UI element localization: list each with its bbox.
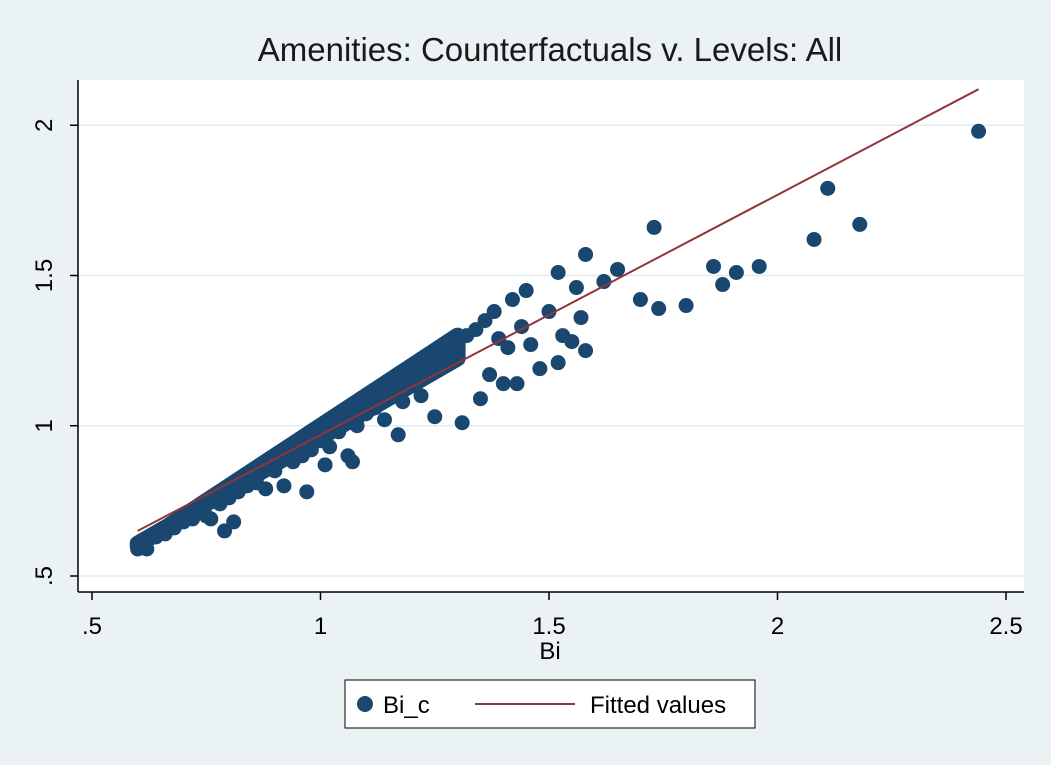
data-point-18 — [258, 481, 274, 497]
data-point-80 — [806, 231, 822, 247]
data-point-62 — [550, 264, 566, 280]
plot-area — [78, 80, 1024, 592]
data-point-19 — [267, 463, 283, 479]
data-point-61 — [541, 304, 557, 320]
data-point-82 — [852, 216, 868, 232]
data-point-41 — [427, 409, 443, 425]
data-point-43 — [440, 346, 456, 362]
data-point-60 — [532, 361, 548, 377]
fit-line — [137, 88, 980, 532]
data-point-76 — [706, 258, 722, 274]
data-point-2 — [139, 541, 155, 557]
data-point-10 — [203, 511, 219, 527]
data-point-74 — [651, 301, 667, 317]
grid-lines — [78, 124, 1024, 577]
data-point-26 — [317, 457, 333, 473]
data-point-39 — [413, 388, 429, 404]
legend: Bi_c Fitted values — [344, 679, 756, 729]
data-point-78 — [728, 264, 744, 280]
data-point-65 — [564, 334, 580, 350]
data-point-55 — [504, 292, 520, 308]
legend-label-points: Bi_c — [383, 692, 430, 719]
data-point-34 — [376, 412, 392, 428]
fit-line-layer — [137, 88, 980, 532]
legend-marker-points — [357, 696, 373, 712]
chart-title: Amenities: Counterfactuals v. Levels: Al… — [258, 31, 843, 68]
data-point-14 — [226, 514, 242, 530]
data-point-28 — [331, 424, 347, 440]
data-point-49 — [477, 313, 493, 329]
y-tick-label-2: 1.5 — [31, 259, 58, 292]
data-point-81 — [820, 180, 836, 196]
data-point-73 — [646, 219, 662, 235]
x-tick-label-0: .5 — [82, 613, 102, 640]
axes: .5 1 1.5 2 2.5 .5 1 1.5 2 — [31, 80, 1024, 640]
data-point-23 — [299, 484, 315, 500]
data-point-71 — [610, 261, 626, 277]
data-point-67 — [573, 310, 589, 326]
data-point-38 — [404, 376, 420, 392]
y-tick-label-3: 2 — [31, 119, 58, 132]
data-point-53 — [495, 376, 511, 392]
x-tick-label-2: 1.5 — [532, 613, 565, 640]
data-point-75 — [678, 298, 694, 314]
data-point-48 — [472, 391, 488, 407]
data-point-24 — [303, 442, 319, 458]
data-point-69 — [578, 343, 594, 359]
data-point-54 — [500, 340, 516, 356]
data-point-51 — [486, 304, 502, 320]
data-point-20 — [276, 478, 292, 494]
data-point-72 — [632, 292, 648, 308]
data-point-37 — [395, 394, 411, 410]
x-axis-title: Bi — [539, 638, 560, 665]
data-point-59 — [523, 337, 539, 353]
legend-label-fit: Fitted values — [590, 692, 726, 719]
scatter-points — [130, 123, 987, 557]
data-point-42 — [431, 358, 447, 374]
data-point-68 — [578, 246, 594, 262]
y-tick-label-0: .5 — [31, 566, 58, 586]
y-tick-label-1: 1 — [31, 419, 58, 432]
data-point-79 — [751, 258, 767, 274]
data-point-36 — [390, 427, 406, 443]
data-point-70 — [596, 274, 612, 290]
data-point-66 — [568, 280, 584, 296]
data-point-47 — [468, 322, 484, 338]
data-point-77 — [715, 277, 731, 293]
data-point-45 — [454, 415, 470, 431]
x-tick-label-1: 1 — [314, 613, 327, 640]
data-point-30 — [344, 454, 360, 470]
data-point-31 — [349, 418, 365, 434]
data-point-63 — [550, 355, 566, 371]
x-tick-label-4: 2.5 — [989, 613, 1022, 640]
data-point-58 — [518, 283, 534, 299]
data-point-56 — [509, 376, 525, 392]
data-point-50 — [482, 367, 498, 383]
data-point-12 — [217, 523, 233, 539]
data-point-83 — [971, 123, 987, 139]
data-point-27 — [322, 439, 338, 455]
x-tick-label-3: 2 — [771, 613, 784, 640]
